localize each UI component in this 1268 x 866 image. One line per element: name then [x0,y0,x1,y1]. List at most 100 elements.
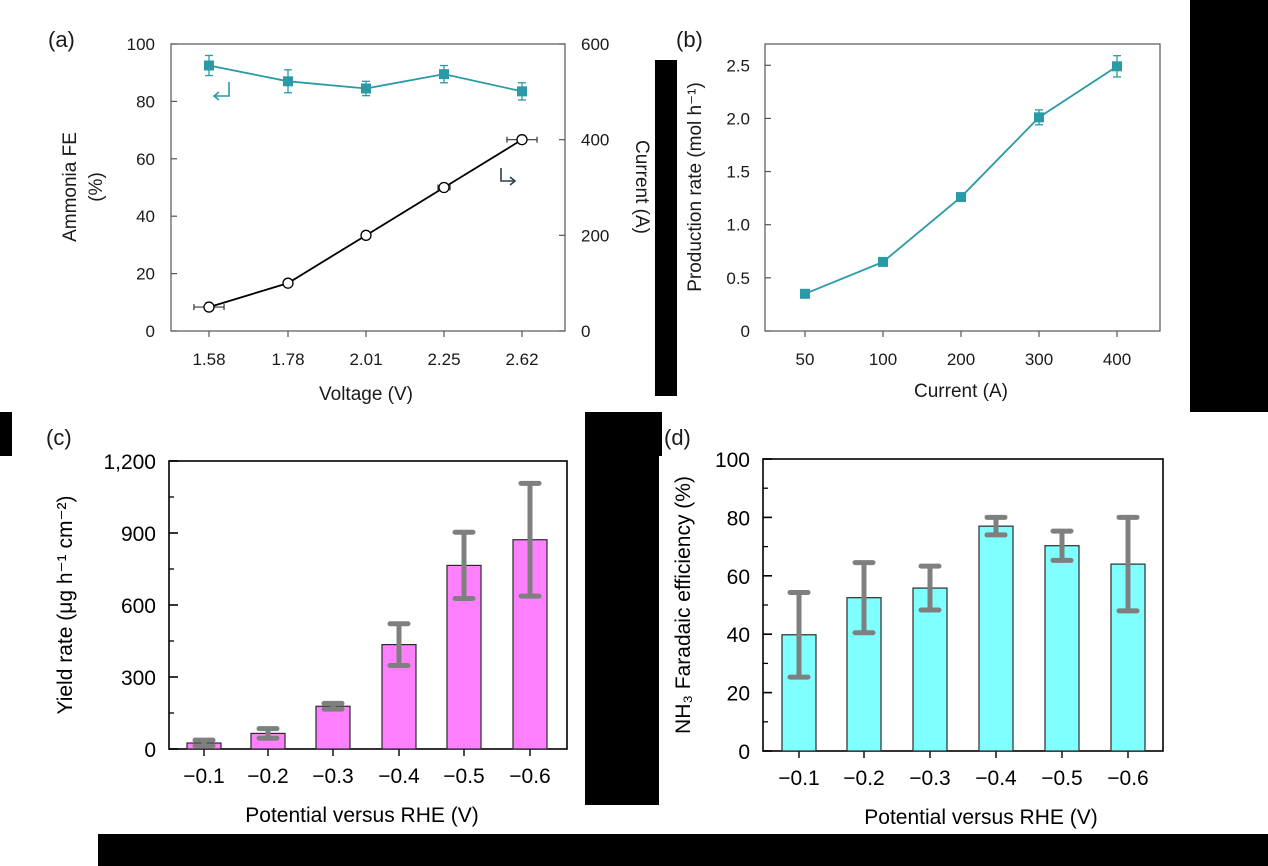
black-block [632,412,662,456]
plot-frame [168,460,568,750]
y-left-tick-label: 80 [136,92,155,111]
left-axis-arrowhead-icon [212,91,220,101]
x-tick-label: 50 [796,350,815,369]
fe-point [283,76,293,87]
x-tick-label: −0.6 [1107,767,1148,790]
y-left-tick-label: 100 [127,35,155,54]
current-point [203,301,215,313]
fe-point [204,60,214,71]
y-left-tick-label: 20 [136,265,155,284]
y-right-axis-label: Current (A) [631,140,652,234]
y-tick-label: 0.5 [726,269,750,288]
x-tick-label: 100 [869,350,897,369]
y-right-tick-label: 0 [581,322,590,341]
plot-frame [170,43,566,332]
x-tick-label: −0.3 [312,765,353,788]
current-series-line [208,138,523,308]
x-tick-label: 2.62 [505,350,538,369]
x-tick-label: 1.78 [271,350,304,369]
x-tick-label: 400 [1103,350,1131,369]
y-right-tick-label: 600 [581,35,609,54]
current-point [282,277,294,289]
bar [315,705,351,750]
bar [912,587,948,752]
fe-point [361,83,371,94]
data-point [800,288,810,299]
x-tick-label: −0.1 [778,767,819,790]
panel-d: (d) 0 20 40 60 80 100 −0.1 −0.2 −0.3 −0.4 −0.5 −0.6 P… [664,425,1164,829]
x-tick-label: 2.25 [427,350,460,369]
y-tick-label: 20 [727,683,750,706]
plot-frame [762,458,1164,752]
y-tick-label: 2.0 [726,109,750,128]
current-point [516,134,528,146]
x-tick-label: −0.5 [443,765,484,788]
black-block [585,412,659,805]
left-axis-arrow-icon [215,82,230,97]
y-tick-label: 300 [121,667,156,690]
panel-label: (d) [664,425,691,450]
y-tick-label: 0 [144,739,156,762]
panel-c: (c) 0 300 600 900 1,200 −0.1 −0.2 −0.3 −0.4 −0.5 −0… [46,425,568,827]
right-axis-arrow-icon [500,168,514,182]
y-tick-label: 900 [121,523,156,546]
x-axis-label: Potential versus RHE (V) [864,806,1097,829]
black-block [690,834,1268,866]
y-tick-label: 1.5 [726,163,750,182]
y-tick-label: 80 [727,507,750,530]
y-left-axis-label: Ammonia FE (%) [60,132,107,242]
black-block [655,60,677,396]
y-left-tick-label: 60 [136,150,155,169]
x-tick-label: −0.1 [183,765,224,788]
y-axis-label: Production rate (mol h⁻¹) [685,82,706,292]
x-tick-label: 1.58 [192,350,225,369]
x-tick-label: −0.6 [509,765,550,788]
y-tick-label: 60 [727,566,750,589]
x-tick-label: −0.5 [1041,767,1082,790]
series-line [804,65,1118,295]
x-axis-label: Voltage (V) [319,384,413,405]
y-tick-label: 1.0 [726,216,750,235]
y-tick-label: 40 [727,624,750,647]
y-axis-label: NH₃ Faradaic efficiency (%) [672,476,695,734]
panel-a: (a) 0 20 40 60 80 100 0 200 400 600 1.58 1.78 2.01 2.2… [48,27,652,405]
black-block [1190,0,1268,412]
y-tick-label: 1,200 [103,451,156,474]
y-left-tick-label: 40 [136,207,155,226]
bar [978,525,1014,752]
x-tick-label: 200 [947,350,975,369]
y-tick-label: 600 [121,595,156,618]
fe-point [517,86,527,97]
y-left-tick-label: 0 [146,322,155,341]
panel-label: (c) [46,425,72,450]
x-tick-label: −0.3 [909,767,950,790]
y-tick-label: 2.5 [726,56,750,75]
y-left-axis-label-line: Ammonia FE [60,132,81,242]
plot-frame [764,43,1161,332]
y-right-tick-label: 400 [581,131,609,150]
x-axis-label: Current (A) [914,381,1008,402]
panel-b: (b) 0 0.5 1.0 1.5 2.0 2.5 50 100 200 300 400 Current… [676,27,1161,402]
data-point [1112,61,1122,72]
y-left-axis-label-line: (%) [86,172,107,202]
x-tick-label: −0.4 [975,767,1017,790]
black-block [98,834,690,866]
black-block [0,412,12,456]
y-tick-label: 0 [738,741,750,764]
y-tick-label: 100 [715,449,750,472]
data-point [878,256,888,267]
x-axis-label: Potential versus RHE (V) [245,804,478,827]
y-axis-label: Yield rate (μg h⁻¹ cm⁻²) [54,495,77,714]
current-point [438,181,450,194]
panel-label: (b) [676,27,703,52]
x-tick-label: 2.01 [349,350,382,369]
y-right-tick-label: 200 [581,226,609,245]
y-tick-label: 0 [741,322,750,341]
right-axis-arrowhead-icon [509,176,517,186]
current-point [360,229,372,241]
panel-label: (a) [48,27,75,52]
x-tick-label: 300 [1025,350,1053,369]
data-point [956,192,966,203]
x-tick-label: −0.2 [247,765,288,788]
